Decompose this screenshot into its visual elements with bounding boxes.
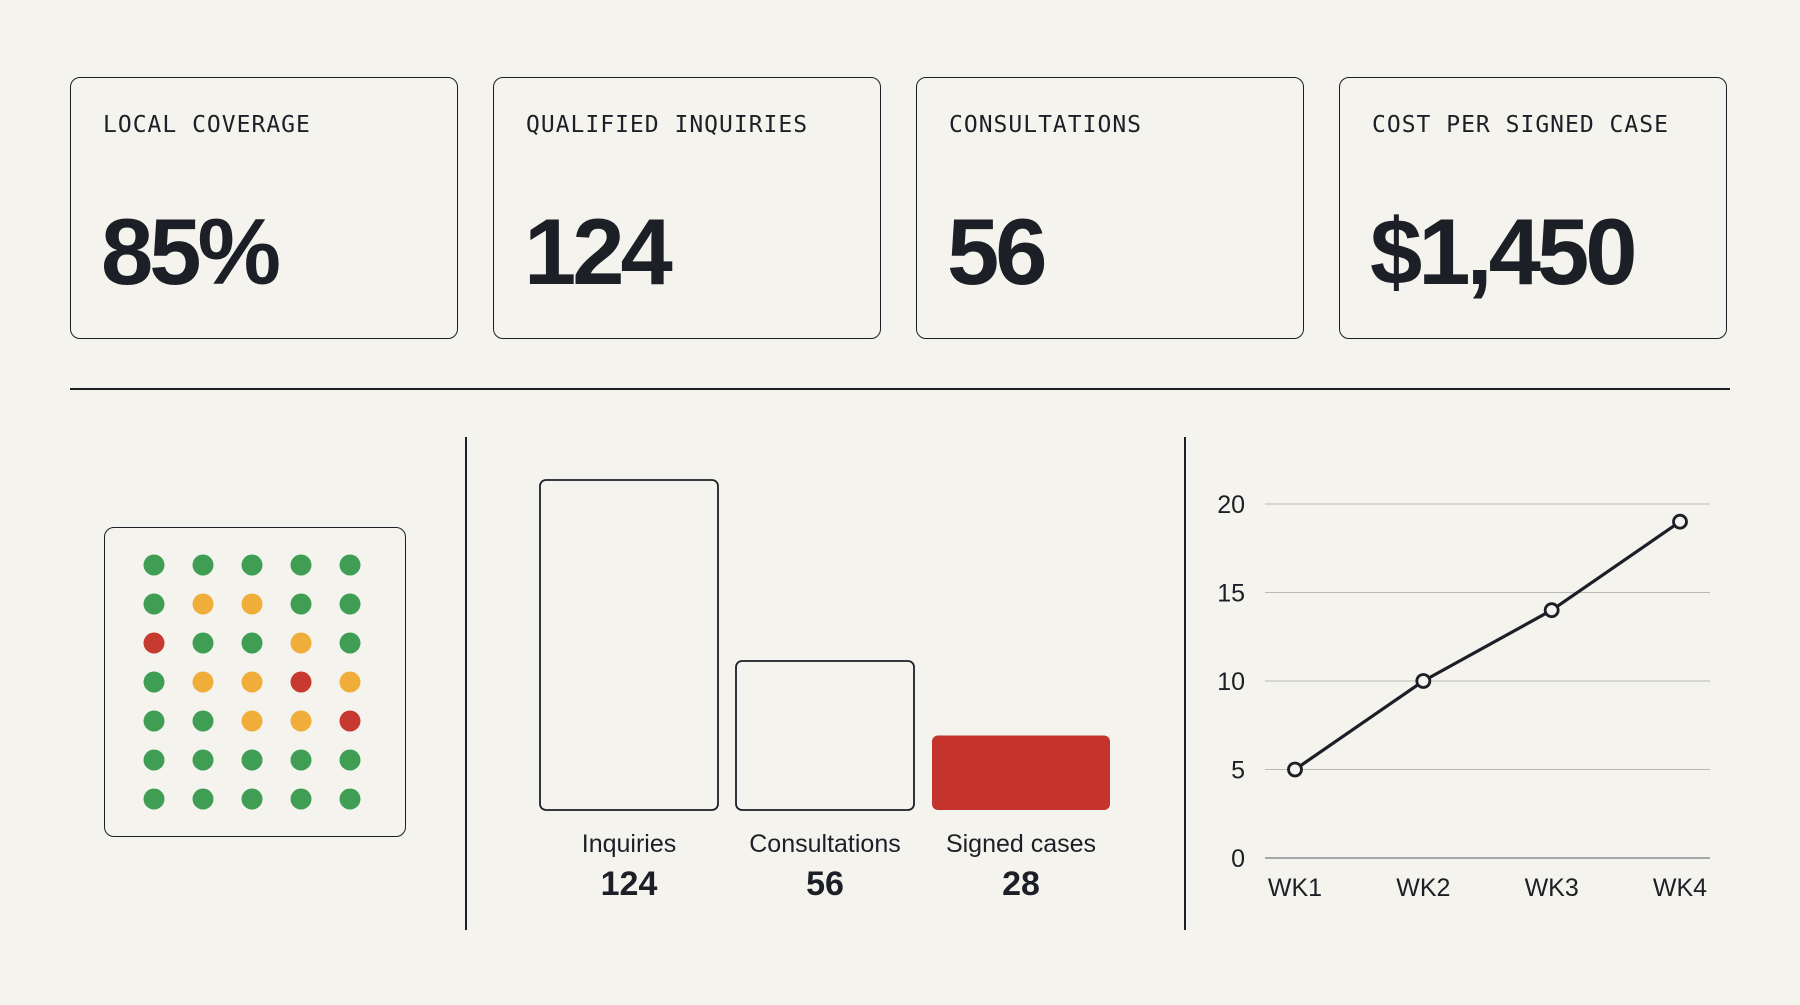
kpi-card-qualified-inquiries: QUALIFIED INQUIRIES 124 xyxy=(493,77,881,339)
y-tick-label: 15 xyxy=(1217,580,1245,608)
funnel-value-label: 28 xyxy=(1002,865,1040,903)
grid-dot-good xyxy=(143,554,165,576)
x-tick-label: WK4 xyxy=(1653,874,1707,902)
trend-line xyxy=(1294,520,1681,771)
kpi-value: 85% xyxy=(101,199,281,304)
grid-dot-good xyxy=(241,788,263,810)
kpi-label: CONSULTATIONS xyxy=(949,112,1143,138)
grid-dot-warn xyxy=(339,671,361,693)
grid-dot-warn xyxy=(241,710,263,732)
grid-dot-good xyxy=(241,749,263,771)
grid-dot-good xyxy=(339,593,361,615)
grid-dot-warn xyxy=(241,593,263,615)
trend-point xyxy=(1287,761,1303,778)
grid-dot-good xyxy=(241,632,263,654)
funnel-bar-chart: Inquiries 124 Consultations 56 Signed cases 2… xyxy=(539,479,1110,903)
grid-dot-good xyxy=(192,554,214,576)
grid-dot-warn xyxy=(290,632,312,654)
grid-dot-good xyxy=(290,749,312,771)
kpi-value: $1,450 xyxy=(1370,199,1638,304)
y-tick-label: 20 xyxy=(1217,491,1245,519)
funnel-value-label: 56 xyxy=(806,865,844,903)
funnel-category-label: Consultations xyxy=(749,830,900,858)
funnel-value-label: 124 xyxy=(601,865,658,903)
x-tick-label: WK2 xyxy=(1396,874,1450,902)
kpi-card-consultations: CONSULTATIONS 56 xyxy=(916,77,1304,339)
coverage-grid xyxy=(143,554,361,810)
grid-dot-good xyxy=(143,788,165,810)
x-tick-label: WK3 xyxy=(1525,874,1579,902)
grid-dot-good xyxy=(339,788,361,810)
y-tick-label: 0 xyxy=(1231,845,1245,873)
panel-divider-left xyxy=(465,437,467,930)
kpi-label: COST PER SIGNED CASE xyxy=(1372,112,1669,138)
panel-divider-right xyxy=(1184,437,1186,930)
funnel-category-label: Signed cases xyxy=(946,830,1096,858)
funnel-bar xyxy=(539,479,719,811)
funnel-category-label: Inquiries xyxy=(582,830,677,858)
grid-dot-good xyxy=(143,671,165,693)
kpi-label: QUALIFIED INQUIRIES xyxy=(526,112,809,138)
grid-dot-good xyxy=(290,554,312,576)
kpi-card-local-coverage: LOCAL COVERAGE 85% xyxy=(70,77,458,339)
grid-dot-good xyxy=(192,788,214,810)
trend-point xyxy=(1672,513,1688,530)
grid-dot-bad xyxy=(290,671,312,693)
grid-dot-good xyxy=(339,749,361,771)
grid-dot-good xyxy=(192,710,214,732)
kpi-value: 124 xyxy=(524,199,673,304)
grid-dot-warn xyxy=(192,593,214,615)
grid-dot-good xyxy=(290,593,312,615)
grid-dot-warn xyxy=(192,671,214,693)
grid-dot-good xyxy=(241,554,263,576)
section-divider xyxy=(70,388,1730,390)
x-tick-label: WK1 xyxy=(1268,874,1322,902)
grid-dot-bad xyxy=(143,632,165,654)
coverage-grid-panel xyxy=(104,527,406,837)
grid-dot-good xyxy=(339,632,361,654)
grid-dot-good xyxy=(143,710,165,732)
kpi-label: LOCAL COVERAGE xyxy=(103,112,311,138)
grid-dot-bad xyxy=(339,710,361,732)
y-tick-label: 10 xyxy=(1217,668,1245,696)
grid-dot-good xyxy=(143,593,165,615)
trend-point xyxy=(1415,673,1432,689)
kpi-card-cost-per-signed-case: COST PER SIGNED CASE $1,450 xyxy=(1339,77,1727,339)
grid-dot-good xyxy=(192,749,214,771)
grid-dot-warn xyxy=(241,671,263,693)
kpi-value: 56 xyxy=(947,199,1048,304)
funnel-bar xyxy=(932,735,1110,810)
grid-dot-good xyxy=(192,632,214,654)
y-tick-label: 5 xyxy=(1231,757,1245,785)
grid-dot-good xyxy=(143,749,165,771)
weekly-trend-line-chart: 0 5 10 15 20 WK1 WK2 WK3 WK4 xyxy=(1217,491,1710,902)
trend-point xyxy=(1543,602,1560,619)
funnel-bar xyxy=(735,660,915,811)
grid-dot-good xyxy=(290,788,312,810)
grid-dot-warn xyxy=(290,710,312,732)
grid-dot-good xyxy=(339,554,361,576)
